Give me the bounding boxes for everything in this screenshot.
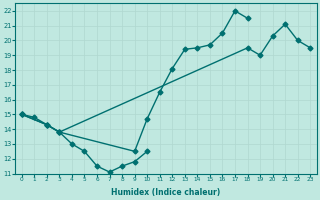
- X-axis label: Humidex (Indice chaleur): Humidex (Indice chaleur): [111, 188, 220, 197]
